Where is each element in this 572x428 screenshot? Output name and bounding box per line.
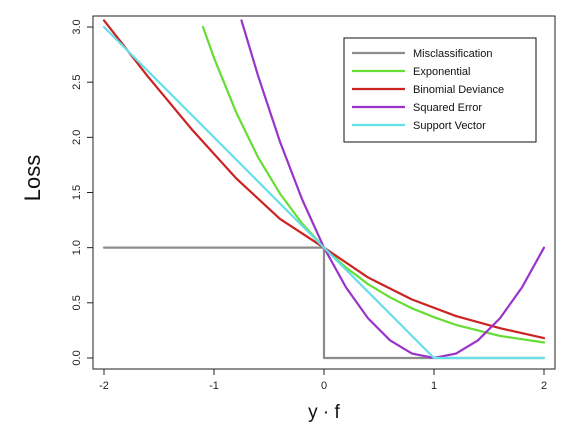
x-tick-label: 0 (321, 380, 327, 392)
x-axis-title: y · f (308, 402, 340, 423)
y-tick-label: 3.0 (71, 19, 83, 34)
y-tick-label: 0.0 (71, 350, 83, 365)
y-tick-label: 1.0 (71, 240, 83, 255)
x-tick-label: -1 (209, 380, 219, 392)
legend-label-misclassification: Misclassification (413, 48, 492, 60)
legend-label-support-vector: Support Vector (413, 120, 486, 132)
series-line-squared-error (240, 19, 546, 360)
x-tick-label: 2 (541, 380, 547, 392)
y-tick-label: 0.5 (71, 295, 83, 310)
y-tick-label: 2.5 (71, 75, 83, 90)
legend-label-squared-error: Squared Error (413, 102, 482, 114)
legend-label-exponential: Exponential (413, 66, 471, 78)
x-tick-label: -2 (99, 380, 109, 392)
x-tick-label: 1 (431, 380, 437, 392)
y-tick-label: 1.5 (71, 185, 83, 200)
axes-layer: -2 -1 0 1 2 0.0 0.5 1.0 1.5 2.0 2.5 3.0 (71, 19, 547, 392)
y-tick-label: 2.0 (71, 130, 83, 145)
series-line-support-vector (102, 25, 546, 360)
legend-label-binomial-deviance: Binomial Deviance (413, 84, 504, 96)
legend: Misclassification Exponential Binomial Dev… (343, 37, 537, 143)
y-axis-title: Loss (20, 155, 45, 201)
series-layer (102, 19, 546, 360)
